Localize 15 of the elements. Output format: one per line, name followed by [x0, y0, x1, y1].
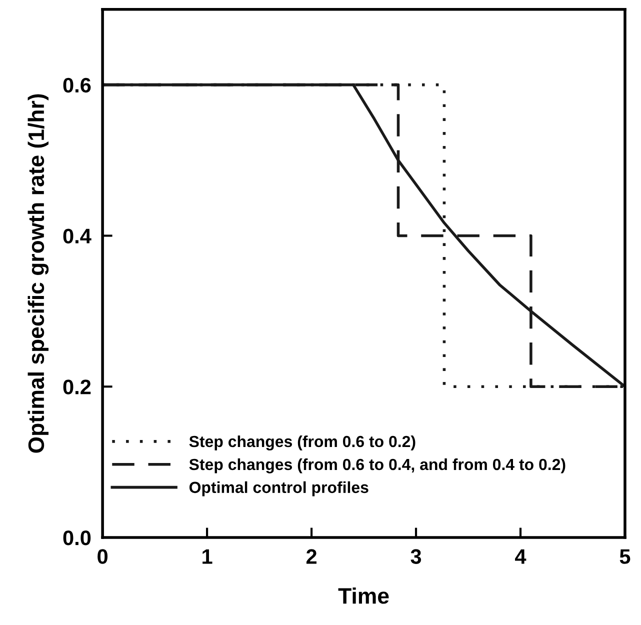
- x-tick-label: 0: [98, 549, 108, 564]
- y-tick-label: 0.4: [63, 228, 92, 244]
- x-tick-label: 4: [515, 549, 526, 564]
- x-tick-label: 1: [202, 549, 212, 564]
- legend-label: Step changes (from 0.6 to 0.2): [189, 435, 416, 450]
- y-tick-label: 0.0: [63, 530, 91, 546]
- y-tick-label: 0.6: [63, 78, 91, 93]
- x-axis-title: Time: [338, 587, 389, 604]
- x-tick-label: 2: [306, 549, 316, 564]
- legend-label: Step changes (from 0.6 to 0.4, and from 0.4 to 0.2): [189, 458, 566, 474]
- legend-label: Optimal control profiles: [189, 481, 368, 496]
- x-tick-label: 5: [620, 549, 630, 564]
- y-axis-title: Optimal specific growth rate (1/hr): [28, 94, 49, 453]
- y-tick-label: 0.2: [63, 380, 91, 394]
- x-tick-label: 3: [410, 549, 422, 564]
